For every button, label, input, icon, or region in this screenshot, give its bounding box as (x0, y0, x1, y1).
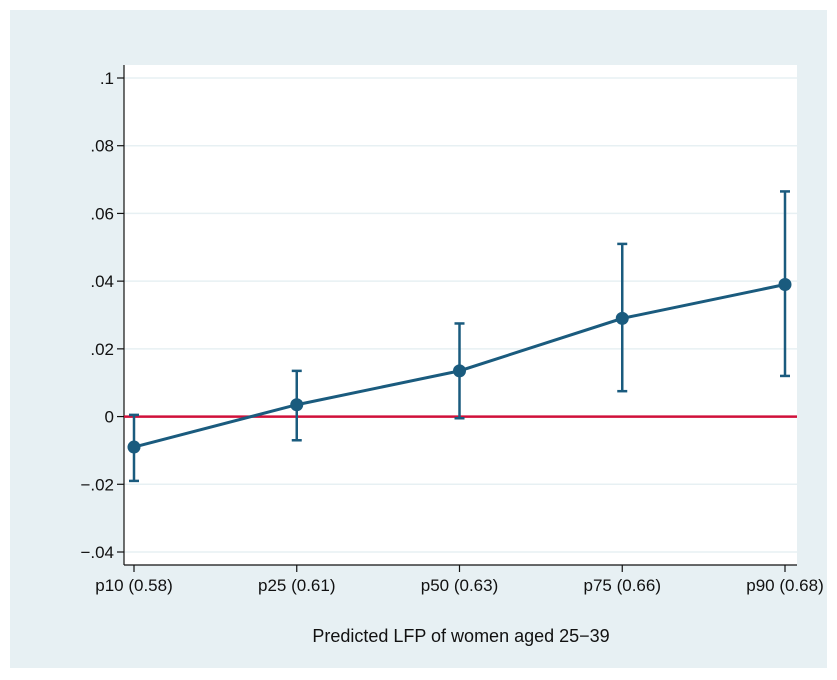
x-tick-label: p25 (0.61) (258, 576, 336, 595)
y-tick-label: .1 (100, 69, 114, 88)
x-tick-label: p10 (0.58) (95, 576, 173, 595)
data-point (290, 398, 304, 412)
data-point (615, 311, 629, 325)
y-tick-label: .04 (90, 272, 114, 291)
x-tick-label: p90 (0.68) (746, 576, 824, 595)
data-points (127, 278, 792, 454)
chart-svg: .1 .08 .06 .04 .02 0 −.02 −.04 p10 (0.58) p25 (0… (80, 65, 824, 646)
plot-area (124, 65, 797, 565)
x-tick-label: p75 (0.66) (584, 576, 662, 595)
y-tick-label: .06 (90, 204, 114, 223)
y-axis-ticks: .1 .08 .06 .04 .02 0 −.02 −.04 (80, 69, 124, 562)
y-tick-label: −.04 (80, 543, 114, 562)
chart-frame: .1 .08 .06 .04 .02 0 −.02 −.04 p10 (0.58) p25 (0… (10, 10, 827, 668)
y-tick-label: .02 (90, 340, 114, 359)
y-tick-label: .08 (90, 137, 114, 156)
y-tick-label: 0 (105, 408, 114, 427)
x-axis-title: Predicted LFP of women aged 25−39 (312, 626, 609, 646)
data-point (127, 440, 141, 454)
x-tick-label: p50 (0.63) (421, 576, 499, 595)
data-point (453, 364, 466, 378)
x-axis-ticks: p10 (0.58) p25 (0.61) p50 (0.63) p75 (0.66)… (95, 565, 824, 595)
y-tick-label: −.02 (80, 475, 114, 494)
data-point (778, 278, 792, 292)
